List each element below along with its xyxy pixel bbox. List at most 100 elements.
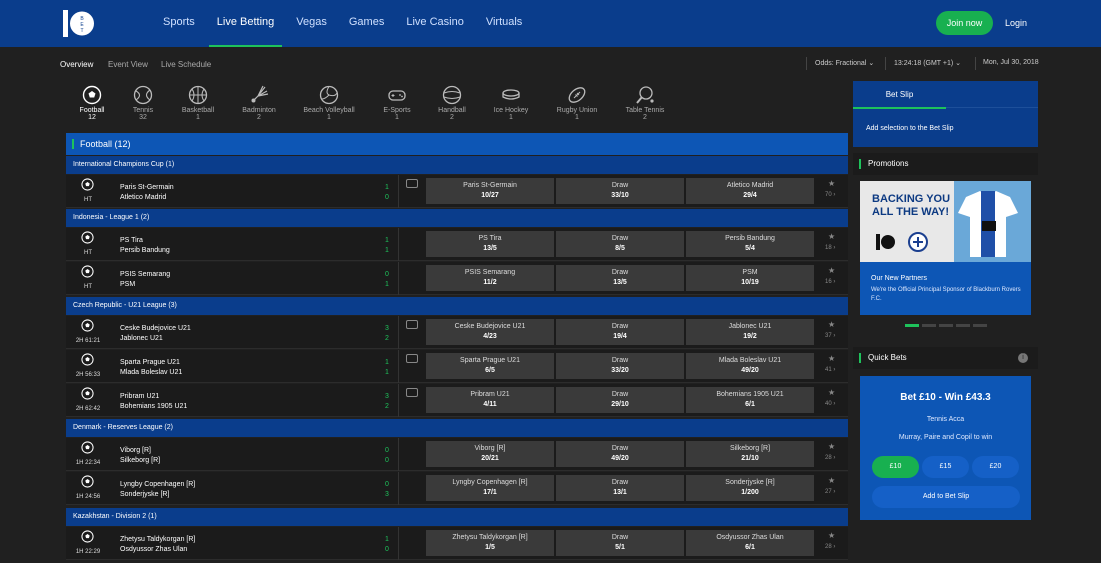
match-row[interactable]: 1H 22:29 Zhetysu Taldykorgan [R] Osdyusso… bbox=[66, 527, 848, 560]
nav-virtuals[interactable]: Virtuals bbox=[485, 16, 523, 28]
favourite-star-icon[interactable]: ★ bbox=[828, 531, 836, 540]
tab-bet-slip[interactable]: Bet Slip bbox=[853, 81, 946, 109]
league-header[interactable]: Czech Republic - U21 League (3) bbox=[66, 297, 848, 315]
match-row[interactable]: 2H 62:42 Pribram U21 Bohemians 1905 U21 3… bbox=[66, 384, 848, 417]
more-markets-link[interactable]: 27 › bbox=[825, 489, 836, 495]
more-markets-link[interactable]: 28 › bbox=[825, 455, 836, 461]
odds-home-button[interactable]: Sparta Prague U21 6/5 bbox=[426, 353, 554, 379]
logo-icon[interactable]: B E T bbox=[60, 8, 100, 39]
odds-home-button[interactable]: Lyngby Copenhagen [R] 17/1 bbox=[426, 475, 554, 501]
odds-home-button[interactable]: Pribram U21 4/11 bbox=[426, 387, 554, 413]
odds-draw-button[interactable]: Draw 33/20 bbox=[556, 353, 684, 379]
sport-beach-volleyball[interactable]: Beach Volleyball 1 bbox=[299, 85, 359, 121]
live-stream-icon[interactable] bbox=[406, 320, 418, 329]
sport-basketball[interactable]: Basketball 1 bbox=[176, 85, 220, 121]
carousel-indicator[interactable] bbox=[905, 324, 987, 327]
league-header[interactable]: Indonesia - League 1 (2) bbox=[66, 209, 848, 227]
login-button[interactable]: Login bbox=[1005, 18, 1028, 28]
sport-section-header[interactable]: Football (12) bbox=[66, 133, 848, 155]
league-header[interactable]: Denmark - Reserves League (2) bbox=[66, 419, 848, 437]
match-row[interactable]: 1H 24:56 Lyngby Copenhagen [R] Sonderjysk… bbox=[66, 472, 848, 505]
odds-away-button[interactable]: Sonderjyske [R] 1/200 bbox=[686, 475, 814, 501]
more-markets-link[interactable]: 16 › bbox=[825, 279, 836, 285]
info-icon[interactable]: i bbox=[1018, 353, 1028, 363]
match-row[interactable]: 2H 56:33 Sparta Prague U21 Mlada Boleslav… bbox=[66, 350, 848, 383]
odds-home-button[interactable]: Zhetysu Taldykorgan [R] 1/5 bbox=[426, 530, 554, 556]
odds-home-button[interactable]: PSIS Semarang 11/2 bbox=[426, 265, 554, 291]
favourite-star-icon[interactable]: ★ bbox=[828, 179, 836, 188]
odds-home-button[interactable]: Ceske Budejovice U21 4/23 bbox=[426, 319, 554, 345]
live-stream-icon[interactable] bbox=[406, 179, 418, 188]
timezone-select[interactable]: 13:24:18 (GMT +1) ⌄ bbox=[894, 59, 961, 67]
nav-sports[interactable]: Sports bbox=[163, 16, 195, 28]
sport-table-tennis[interactable]: Table Tennis 2 bbox=[621, 85, 669, 121]
selection-label: PSM bbox=[742, 269, 758, 276]
odds-away-button[interactable]: PSM 10/19 bbox=[686, 265, 814, 291]
tab-live-schedule[interactable]: Live Schedule bbox=[161, 60, 212, 69]
sport-ice-hockey[interactable]: Ice Hockey 1 bbox=[489, 85, 533, 121]
nav-live-casino[interactable]: Live Casino bbox=[406, 16, 464, 28]
odds-away-button[interactable]: Mlada Boleslav U21 49/20 bbox=[686, 353, 814, 379]
odds-away-button[interactable]: Persib Bandung 5/4 bbox=[686, 231, 814, 257]
odds-draw-button[interactable]: Draw 13/1 bbox=[556, 475, 684, 501]
odds-format-select[interactable]: Odds: Fractional ⌄ bbox=[815, 59, 874, 67]
odds-away-button[interactable]: Bohemians 1905 U21 6/1 bbox=[686, 387, 814, 413]
stake-20-button[interactable]: £20 bbox=[972, 456, 1019, 478]
match-row[interactable]: 2H 61:21 Ceske Budejovice U21 Jablonec U2… bbox=[66, 316, 848, 349]
odds-home-button[interactable]: Paris St-Germain 10/27 bbox=[426, 178, 554, 204]
more-markets-link[interactable]: 40 › bbox=[825, 401, 836, 407]
stake-10-button[interactable]: £10 bbox=[872, 456, 919, 478]
sport-tennis[interactable]: Tennis 32 bbox=[122, 85, 164, 121]
sport-badminton[interactable]: Badminton 2 bbox=[237, 85, 281, 121]
nav-vegas[interactable]: Vegas bbox=[296, 16, 327, 28]
odds-draw-button[interactable]: Draw 29/10 bbox=[556, 387, 684, 413]
league-header[interactable]: Kazakhstan - Division 2 (1) bbox=[66, 508, 848, 526]
favourite-star-icon[interactable]: ★ bbox=[828, 442, 836, 451]
favourite-star-icon[interactable]: ★ bbox=[828, 266, 836, 275]
odds-home-button[interactable]: PS Tira 13/5 bbox=[426, 231, 554, 257]
odds-away-button[interactable]: Atletico Madrid 29/4 bbox=[686, 178, 814, 204]
odds-draw-button[interactable]: Draw 13/5 bbox=[556, 265, 684, 291]
favourite-star-icon[interactable]: ★ bbox=[828, 354, 836, 363]
add-to-bet-slip-button[interactable]: Add to Bet Slip bbox=[872, 486, 1020, 508]
odds-away-button[interactable]: Silkeborg [R] 21/10 bbox=[686, 441, 814, 467]
favourite-star-icon[interactable]: ★ bbox=[828, 232, 836, 241]
league-header[interactable]: International Champions Cup (1) bbox=[66, 156, 848, 174]
favourite-star-icon[interactable]: ★ bbox=[828, 388, 836, 397]
more-markets-link[interactable]: 70 › bbox=[825, 192, 836, 198]
odds-draw-button[interactable]: Draw 33/10 bbox=[556, 178, 684, 204]
promotion-card[interactable]: BACKING YOU ALL THE WAY! Our New Partners… bbox=[860, 181, 1031, 315]
join-now-button[interactable]: Join now bbox=[936, 11, 993, 35]
sport-esports[interactable]: E-Sports 1 bbox=[375, 85, 419, 121]
favourite-star-icon[interactable]: ★ bbox=[828, 320, 836, 329]
more-markets-link[interactable]: 18 › bbox=[825, 245, 836, 251]
favourite-star-icon[interactable]: ★ bbox=[828, 476, 836, 485]
odds-home-button[interactable]: Viborg [R] 20/21 bbox=[426, 441, 554, 467]
more-markets-link[interactable]: 37 › bbox=[825, 333, 836, 339]
more-markets-link[interactable]: 28 › bbox=[825, 544, 836, 550]
tab-overview[interactable]: Overview bbox=[60, 60, 94, 69]
divider bbox=[398, 316, 399, 349]
live-stream-icon[interactable] bbox=[406, 388, 418, 397]
more-markets-count: 40 bbox=[825, 401, 832, 407]
sport-rugby-union[interactable]: Rugby Union 1 bbox=[553, 85, 601, 121]
more-markets-link[interactable]: 41 › bbox=[825, 367, 836, 373]
sport-football[interactable]: Football 12 bbox=[70, 85, 114, 121]
nav-games[interactable]: Games bbox=[348, 16, 385, 28]
stake-15-button[interactable]: £15 bbox=[922, 456, 969, 478]
odds-away-button[interactable]: Osdyussor Zhas Ulan 6/1 bbox=[686, 530, 814, 556]
sport-handball[interactable]: Handball 2 bbox=[430, 85, 474, 121]
odds-away-button[interactable]: Jablonec U21 19/2 bbox=[686, 319, 814, 345]
nav-live-betting[interactable]: Live Betting bbox=[208, 0, 283, 47]
live-stream-icon[interactable] bbox=[406, 354, 418, 363]
odds-draw-button[interactable]: Draw 49/20 bbox=[556, 441, 684, 467]
tab-event-view[interactable]: Event View bbox=[108, 60, 148, 69]
odds-draw-button[interactable]: Draw 5/1 bbox=[556, 530, 684, 556]
odds-draw-button[interactable]: Draw 8/5 bbox=[556, 231, 684, 257]
odds-draw-button[interactable]: Draw 19/4 bbox=[556, 319, 684, 345]
